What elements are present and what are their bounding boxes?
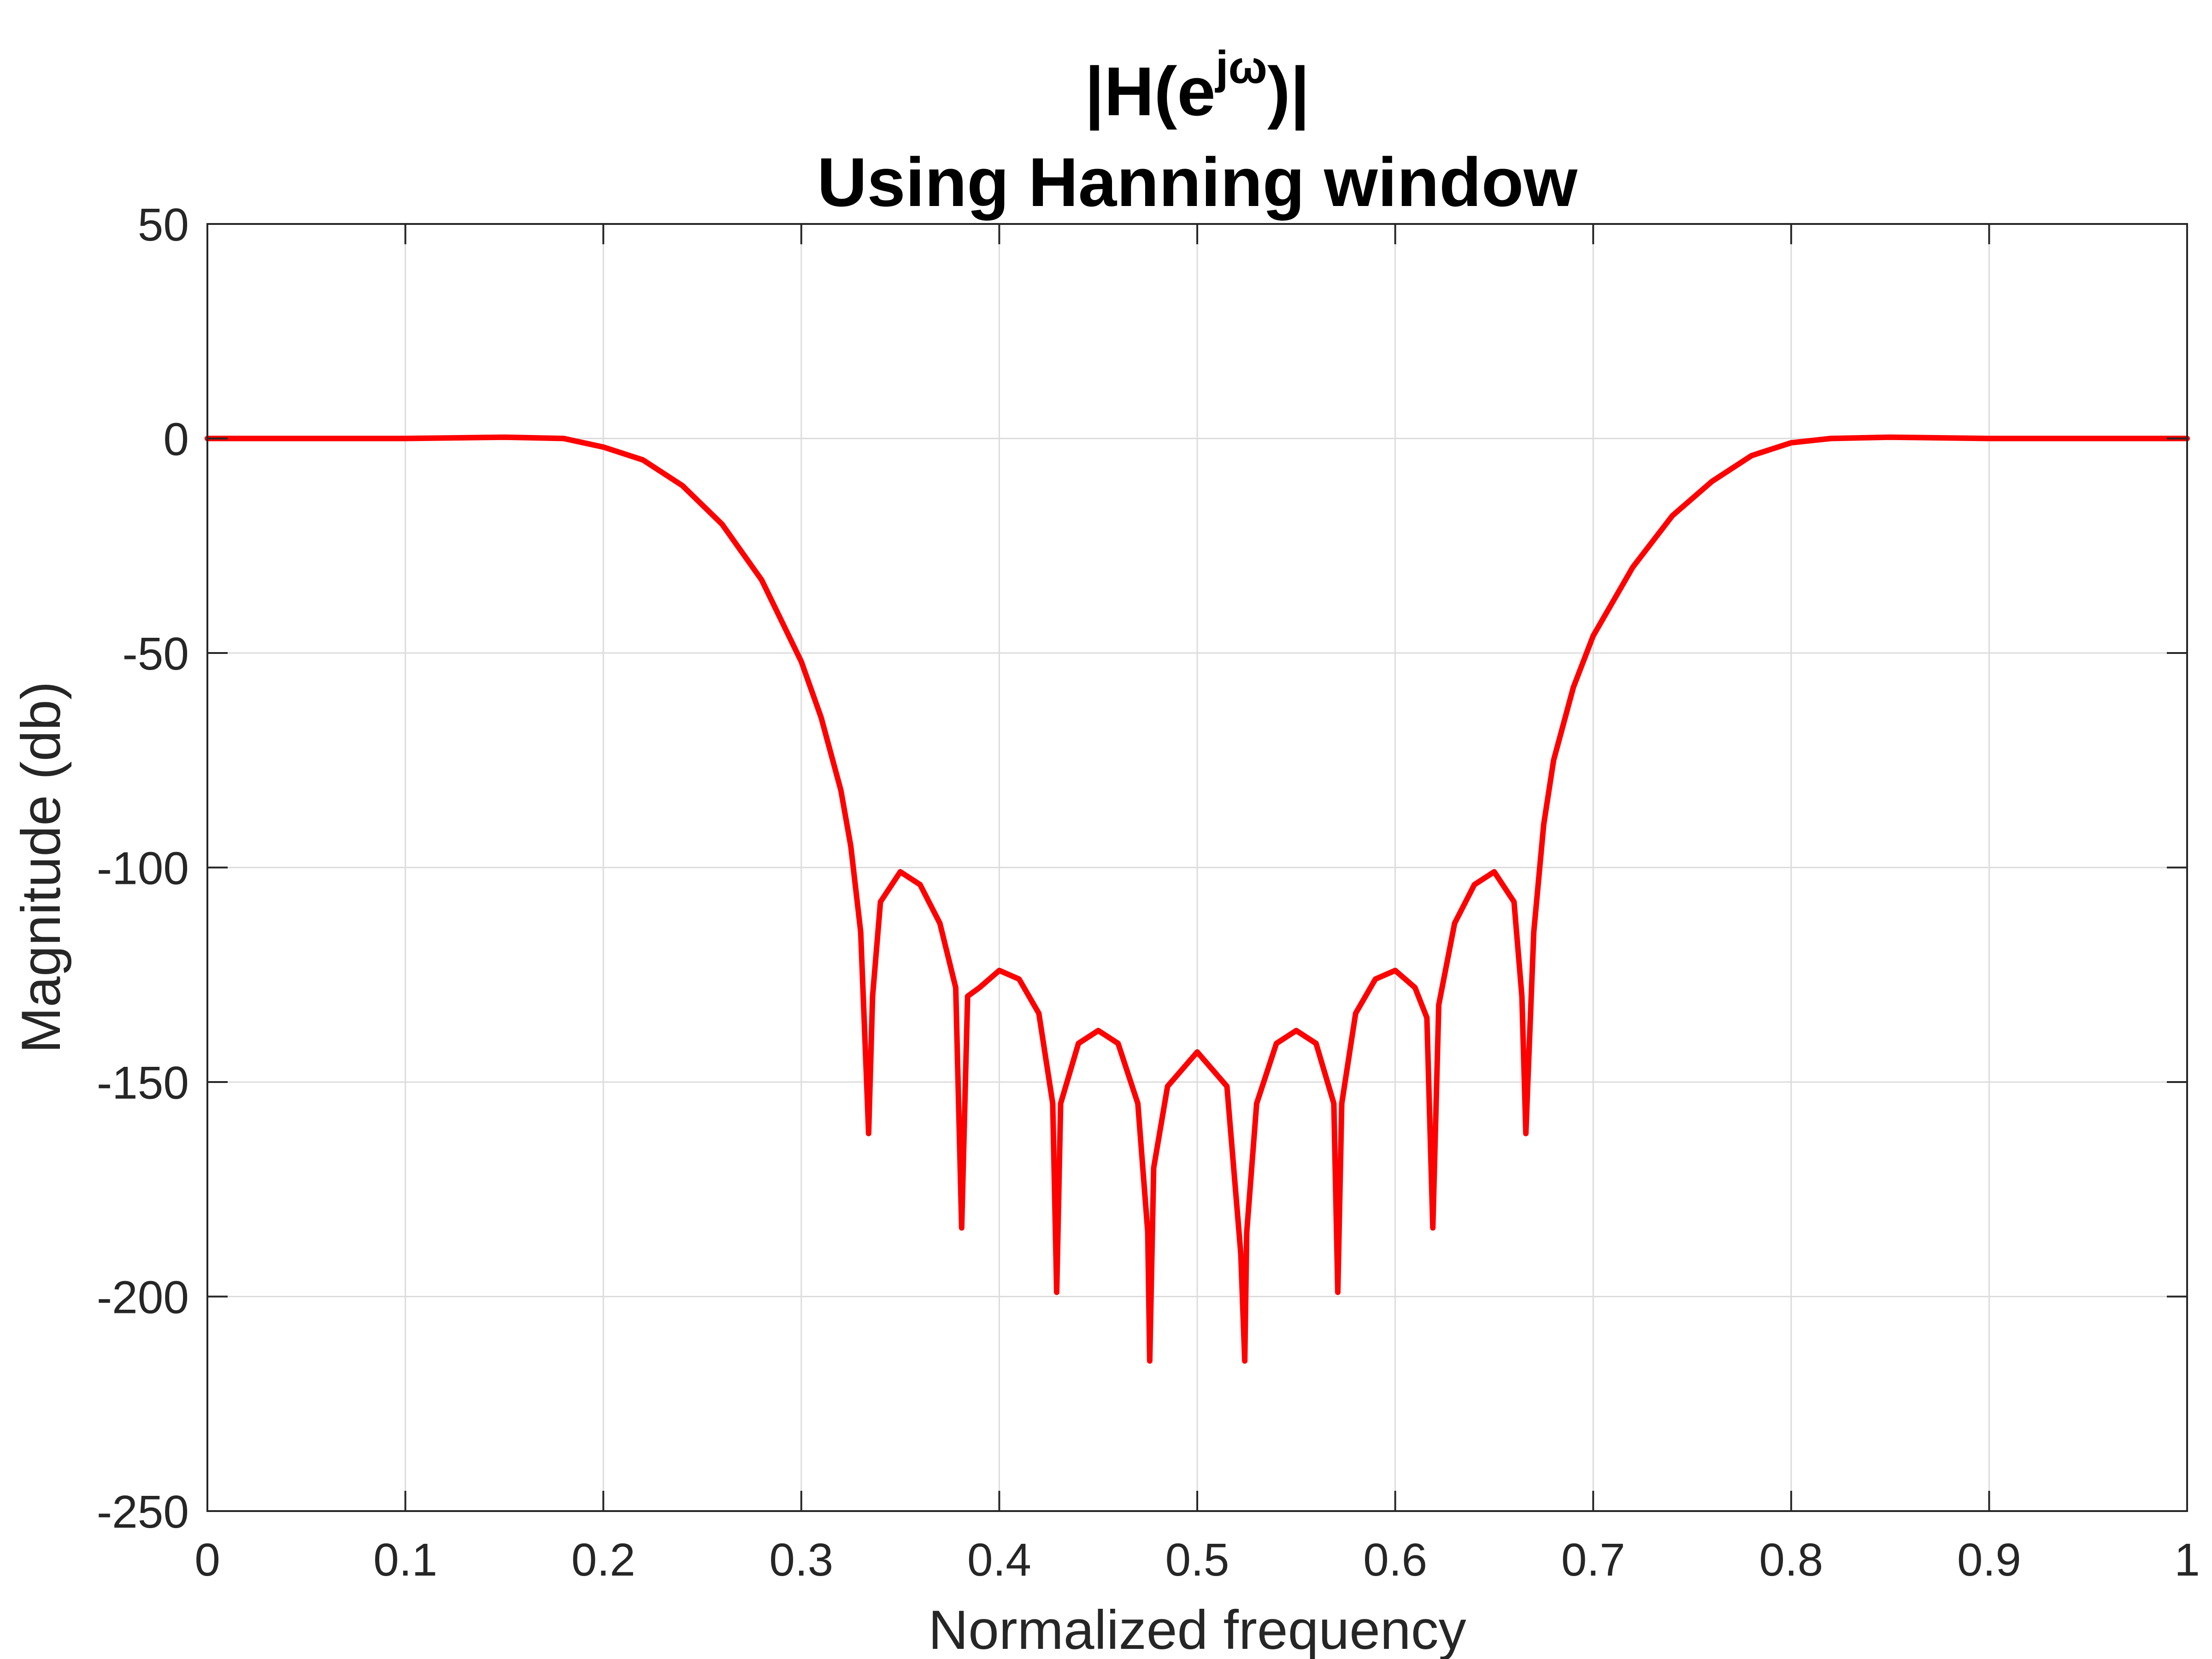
- title-prefix: |H(e: [1085, 53, 1216, 131]
- y-tick-label: -150: [97, 1057, 189, 1109]
- x-tick-label: 0.9: [1957, 1534, 2021, 1586]
- chart-title-line2: Using Hanning window: [817, 143, 1577, 221]
- y-tick-label: -100: [97, 843, 189, 894]
- y-tick-label: 50: [138, 199, 189, 251]
- x-tick-label: 0.5: [1165, 1534, 1229, 1586]
- y-tick-label: -50: [122, 628, 189, 680]
- x-tick-label: 1: [2174, 1534, 2200, 1586]
- x-axis-label: Normalized frequency: [928, 1599, 1466, 1659]
- y-tick-label: -250: [97, 1486, 189, 1538]
- series-layer: [205, 434, 2190, 1364]
- title-superscript: jω: [1215, 41, 1267, 93]
- x-tick-label: 0.2: [571, 1534, 635, 1586]
- chart-title-line1: |H(ejω)|: [1085, 41, 1310, 131]
- y-tick-labels: 50 0 -50 -100 -150 -200 -250: [97, 199, 189, 1538]
- y-tick-label: -200: [97, 1272, 189, 1324]
- x-tick-label: 0.8: [1759, 1534, 1823, 1586]
- x-tick-labels: 0 0.1 0.2 0.3 0.4 0.5 0.6 0.7 0.8 0.9 1: [194, 1534, 2200, 1586]
- plot-frame: [206, 223, 2188, 1512]
- x-tick-label: 0.4: [967, 1534, 1031, 1586]
- x-tick-label: 0.6: [1363, 1534, 1427, 1586]
- y-axis-label: Magnitude (db): [10, 681, 72, 1053]
- y-tick-label: 0: [163, 414, 189, 465]
- x-tick-label: 0.7: [1561, 1534, 1625, 1586]
- x-tick-label: 0: [194, 1534, 220, 1586]
- x-tick-label: 0.3: [769, 1534, 833, 1586]
- title-suffix: )|: [1267, 53, 1310, 131]
- x-tick-label: 0.1: [373, 1534, 437, 1586]
- magnitude-response-line: [205, 434, 2190, 1364]
